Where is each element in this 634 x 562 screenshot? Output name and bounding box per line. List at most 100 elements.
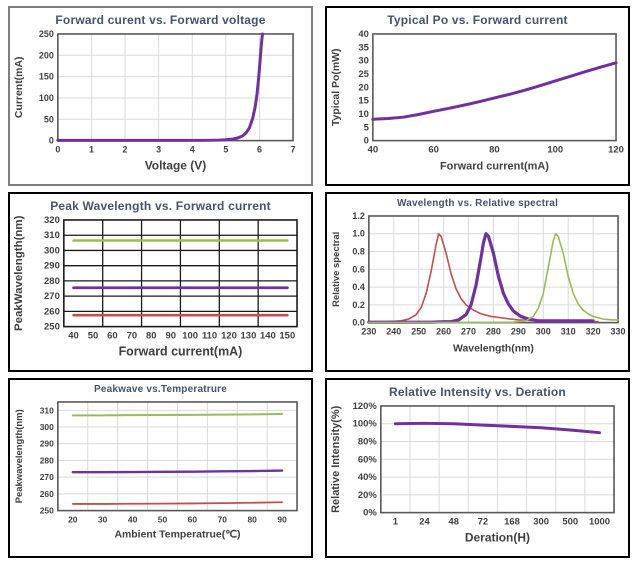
x-tick-label: 260 [436, 327, 451, 337]
y-tick-label: 0.2 [352, 300, 364, 310]
plot-border [380, 405, 615, 514]
x-tick-label: 300 [533, 517, 549, 528]
x-tick-label: 1000 [589, 517, 610, 528]
x-tick-label: 6 [257, 145, 262, 155]
y-tick-label: 0.0 [352, 318, 364, 328]
y-tick-label: 120% [353, 401, 378, 412]
chart-title: Peak Wavelength vs. Forward current [50, 199, 271, 213]
x-tick-label: 150 [279, 331, 295, 342]
x-tick-label: 24 [419, 517, 430, 528]
x-axis-title: Forward current(mA) [440, 161, 549, 173]
y-tick-label: 310 [40, 405, 54, 415]
y-tick-label: 10 [358, 109, 369, 120]
x-axis-title: Ambient Temperatrue(℃) [114, 530, 240, 541]
derating-panel: Relative Intensity vs. Deration 1 24 48 72 1… [325, 378, 630, 558]
x-tick-label: 230 [361, 327, 376, 337]
x-tick-label: 60 [188, 515, 198, 525]
y-tick-label: 35 [358, 42, 369, 53]
iv-curve-panel: Forward curent vs. Forward voltage 0 1 2 3 4… [8, 6, 313, 186]
x-tick-label: 30 [98, 515, 108, 525]
y-tick-label: 250 [44, 322, 60, 333]
y-tick-label: 300 [44, 245, 60, 256]
chart-title: Wavelength vs. Relative spectral [396, 198, 559, 209]
y-axis-title: Relative Intensity(%) [330, 405, 342, 512]
plot-border [372, 33, 617, 142]
series-relative-intensity [393, 421, 601, 435]
y-tick-label: 40 [358, 29, 369, 40]
x-tick-label: 72 [478, 517, 489, 528]
y-tick-label: 1.0 [352, 229, 364, 239]
x-tick-label: 60 [107, 331, 118, 342]
x-tick-label: 120 [608, 145, 624, 156]
x-tick-label: 5 [223, 145, 228, 155]
x-tick-label: 320 [586, 327, 601, 337]
y-tick-label: 25 [358, 69, 369, 80]
x-tick-label: 3 [156, 145, 161, 155]
x-tick-label: 168 [504, 517, 520, 528]
chart-title: Relative Intensity vs. Deration [389, 385, 566, 399]
peak-wavelength-vs-current-panel: Peak Wavelength vs. Forward current 40 50… [8, 192, 313, 372]
series-spectrum-258nm [368, 232, 599, 323]
x-tick-label: 140 [260, 331, 276, 342]
y-tick-label: 100 [39, 93, 54, 103]
x-tick-label: 0 [55, 145, 60, 155]
x-tick-label: 7 [291, 145, 296, 155]
series-typical-po [371, 61, 618, 121]
y-tick-label: 320 [44, 215, 60, 226]
x-tick-label: 100 [547, 145, 563, 156]
x-tick-label: 40 [368, 145, 379, 156]
y-tick-label: 15 [358, 96, 369, 107]
y-tick-label: 0.8 [352, 247, 364, 257]
series-peakwave-255nm [71, 501, 283, 505]
y-tick-label: 290 [44, 261, 60, 272]
x-axis-title: Deration(H) [465, 531, 530, 545]
spectrum-chart: 230 240 250 260 270 280 290 300 310 320 330 0.0 0.2 0… [331, 211, 626, 355]
x-tick-label: 100 [182, 331, 198, 342]
x-tick-label: 310 [561, 327, 576, 337]
peakwave-vs-temperature-chart: 20 30 40 50 60 70 80 90 250 260 270 280 290 300 310 Amb… [14, 401, 298, 541]
y-axis-title: Typical Po(mW) [331, 48, 342, 126]
y-tick-label: 270 [44, 291, 60, 302]
x-tick-label: 120 [221, 331, 237, 342]
y-tick-label: 150 [39, 72, 54, 82]
x-tick-label: 70 [218, 515, 228, 525]
spectrum-panel: Wavelength vs. Relative spectral 230 240 2… [325, 192, 630, 372]
y-tick-label: 290 [40, 439, 54, 449]
y-tick-label: 80% [358, 437, 378, 448]
po-vs-current-panel: Typical Po vs. Forward current 40 60 80 100… [325, 6, 630, 186]
x-axis-title: Voltage (V) [145, 159, 206, 173]
y-tick-label: 260 [44, 306, 60, 317]
y-tick-label: 0% [363, 508, 377, 519]
x-tick-label: 330 [611, 327, 626, 337]
series-spectrum-305nm [368, 232, 619, 324]
series-peakwave-275nm [71, 469, 284, 474]
y-tick-label: 280 [40, 455, 54, 465]
y-tick-label: 0 [49, 136, 54, 146]
y-axis-title: PeakWavelength(nm) [13, 215, 25, 331]
series-peakwave-310nm [71, 413, 284, 417]
po-vs-current-chart: 40 60 80 100 120 0 5 10 15 20 25 30 35 40 Forward curr… [331, 29, 624, 173]
x-tick-label: 500 [562, 517, 578, 528]
x-tick-label: 290 [511, 327, 526, 337]
x-tick-label: 110 [202, 331, 217, 342]
peakwave-vs-temperature-panel: Peakwave vs.Temperatrure 20 30 40 50 60 70 80 9… [8, 378, 313, 558]
y-tick-label: 310 [44, 230, 60, 241]
derating-chart: 1 24 48 72 168 300 500 1000 0% 20% 40% 60% 80% 100% 12… [330, 401, 615, 545]
y-tick-label: 300 [40, 422, 54, 432]
y-tick-label: 20 [358, 82, 369, 93]
x-tick-label: 40 [68, 331, 79, 342]
y-tick-label: 30 [358, 56, 369, 67]
y-axis-title: Peakwavelength(nm) [14, 409, 25, 503]
y-tick-label: 0 [364, 136, 369, 147]
x-tick-label: 1 [393, 517, 398, 528]
iv-curve-chart: 0 1 2 3 4 5 6 7 0 50 100 150 200 250 Voltage (V) Curren… [14, 29, 296, 173]
x-tick-label: 1 [89, 145, 94, 155]
chart-title: Typical Po vs. Forward current [387, 13, 568, 27]
x-tick-label: 60 [428, 145, 439, 156]
x-tick-label: 240 [386, 327, 401, 337]
y-tick-label: 40% [358, 472, 378, 483]
x-tick-label: 80 [489, 145, 500, 156]
x-tick-label: 50 [158, 515, 168, 525]
series-forward-current [56, 32, 264, 142]
